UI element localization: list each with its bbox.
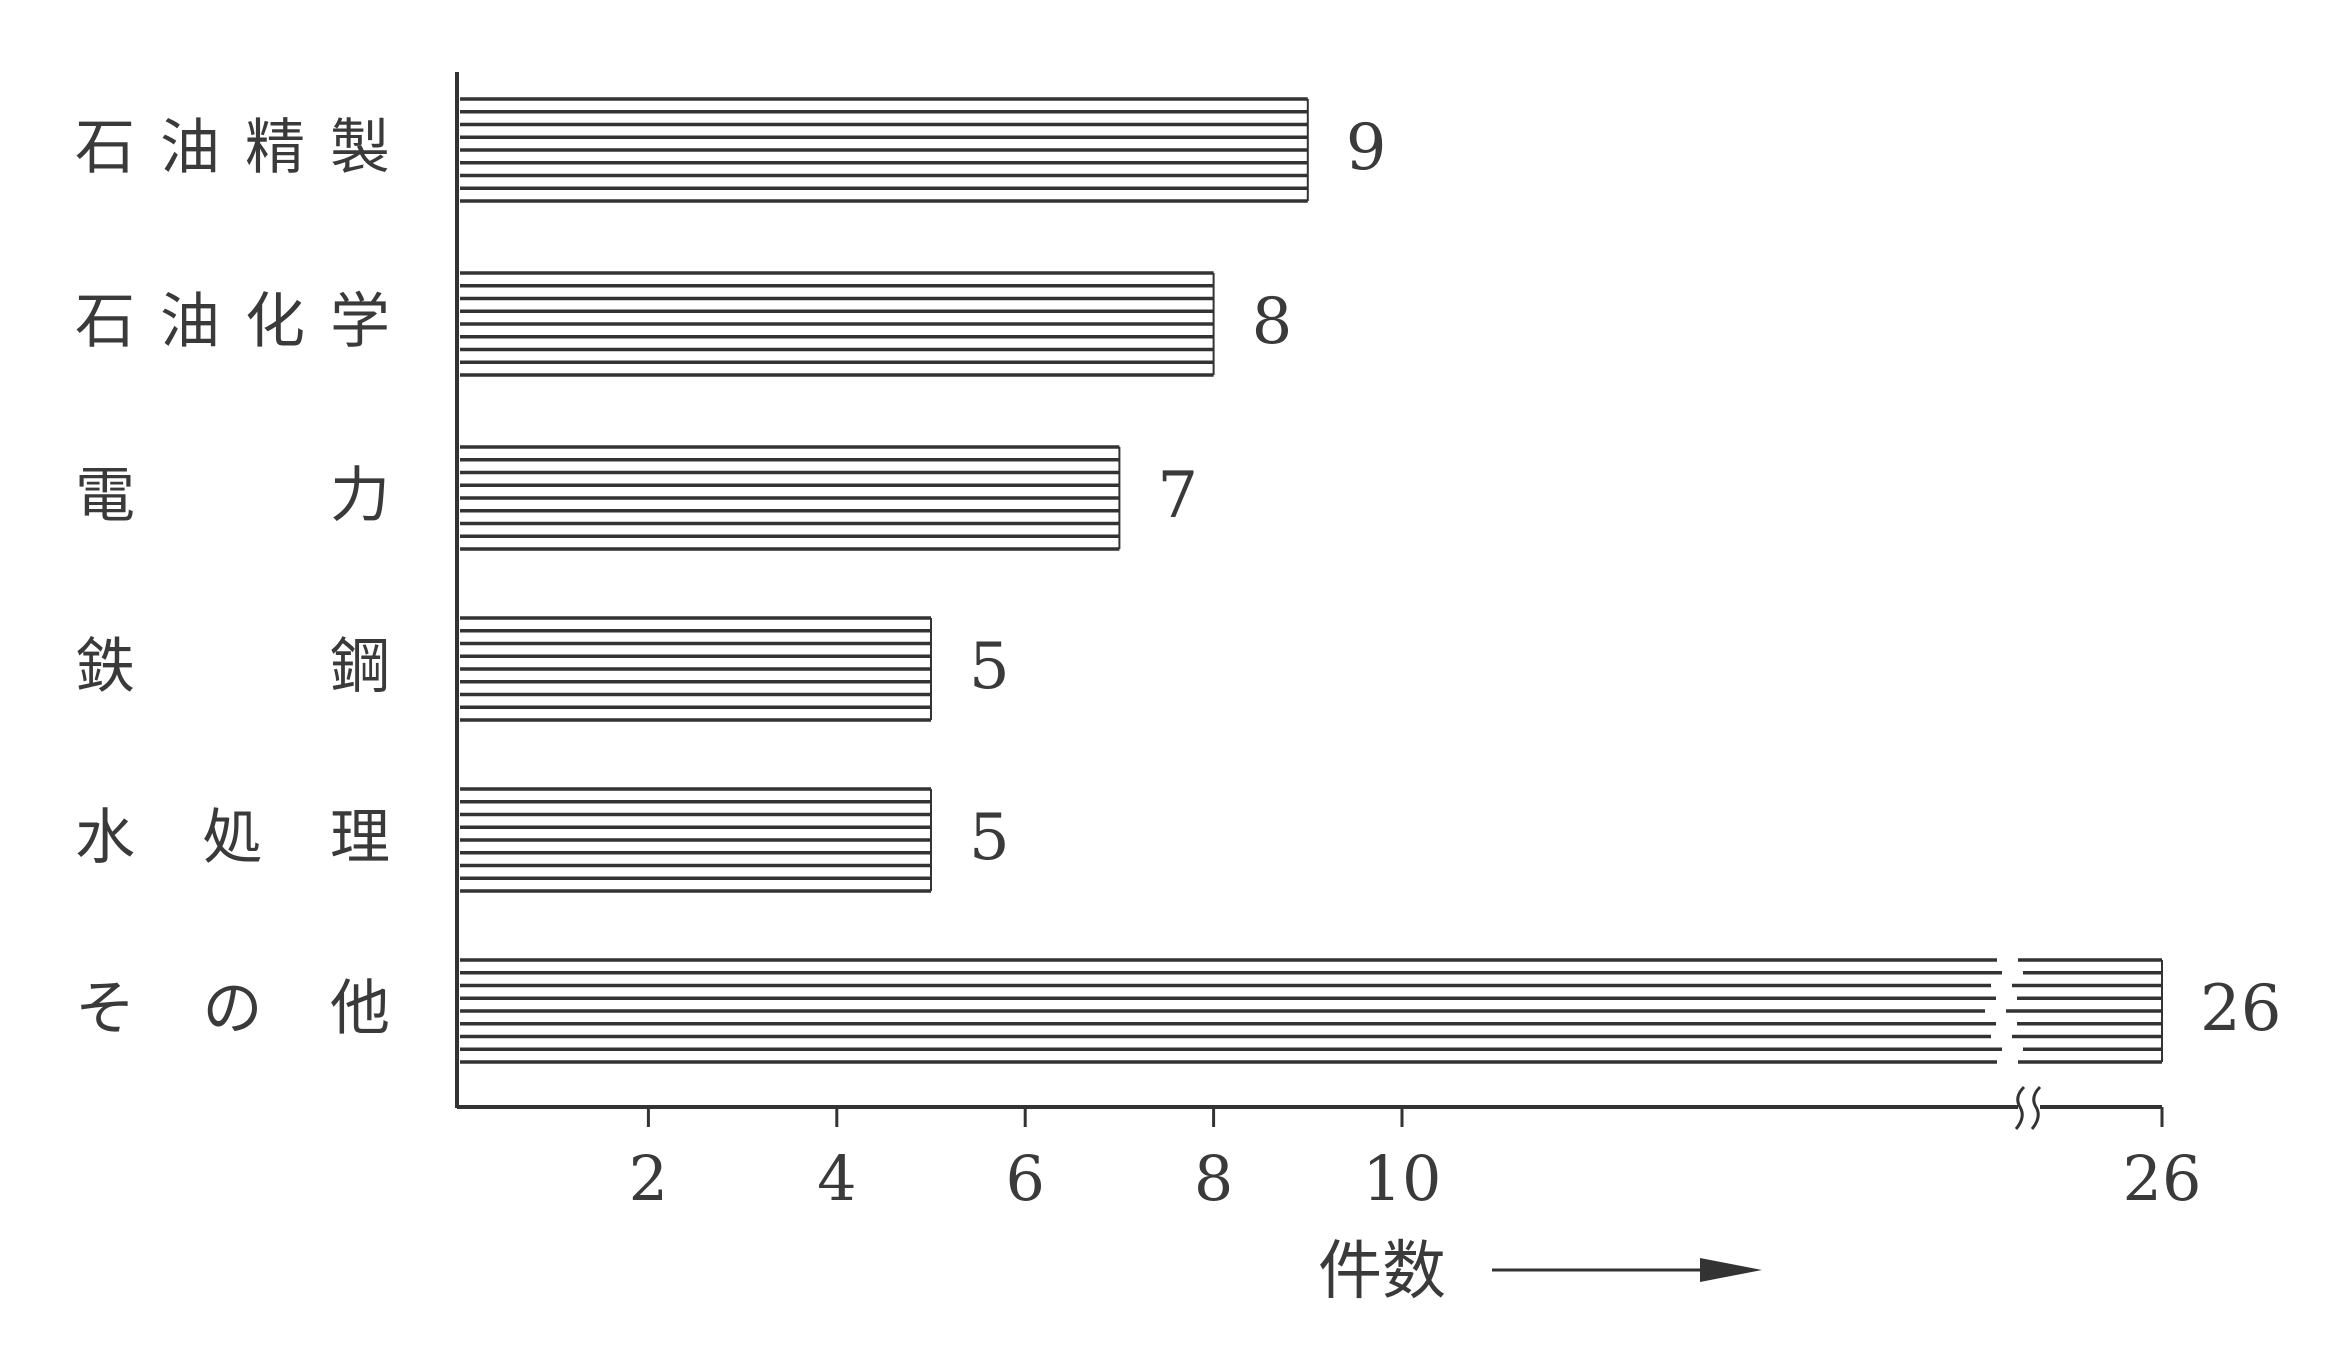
data-label: 5 xyxy=(969,630,1010,704)
category-label: 石油化学 xyxy=(75,287,390,357)
data-label: 9 xyxy=(1345,111,1387,185)
x-tick-label: 6 xyxy=(1005,1142,1045,1215)
bar xyxy=(460,616,932,722)
category-label: 電力 xyxy=(75,461,390,531)
bar xyxy=(460,271,1215,377)
data-label: 8 xyxy=(1251,285,1293,359)
bar xyxy=(460,787,932,893)
x-tick-label: 2 xyxy=(628,1142,669,1215)
data-label: 7 xyxy=(1157,459,1199,533)
axis-break-mark xyxy=(2014,1085,2026,1130)
data-label: 5 xyxy=(969,801,1010,875)
bar xyxy=(460,97,1309,203)
x-axis-arrow xyxy=(1492,1258,1762,1282)
x-axis xyxy=(457,1085,2164,1130)
category-label: 石油精製 xyxy=(75,113,390,183)
bar xyxy=(460,445,1121,551)
x-axis-label: 件数 xyxy=(1318,1235,1446,1309)
category-label: その他 xyxy=(75,974,390,1044)
x-tick-label: 8 xyxy=(1193,1142,1234,1215)
category-label: 鉄鋼 xyxy=(75,632,390,702)
x-tick-label: 4 xyxy=(817,1142,857,1215)
x-tick-label: 26 xyxy=(2122,1142,2202,1215)
x-tick-label: 10 xyxy=(1362,1142,1442,1215)
category-label: 水処理 xyxy=(75,803,390,873)
axis-break-mark xyxy=(2030,1085,2042,1130)
bar xyxy=(460,958,2163,1064)
data-label: 26 xyxy=(2200,972,2282,1046)
bars xyxy=(460,97,2163,1064)
